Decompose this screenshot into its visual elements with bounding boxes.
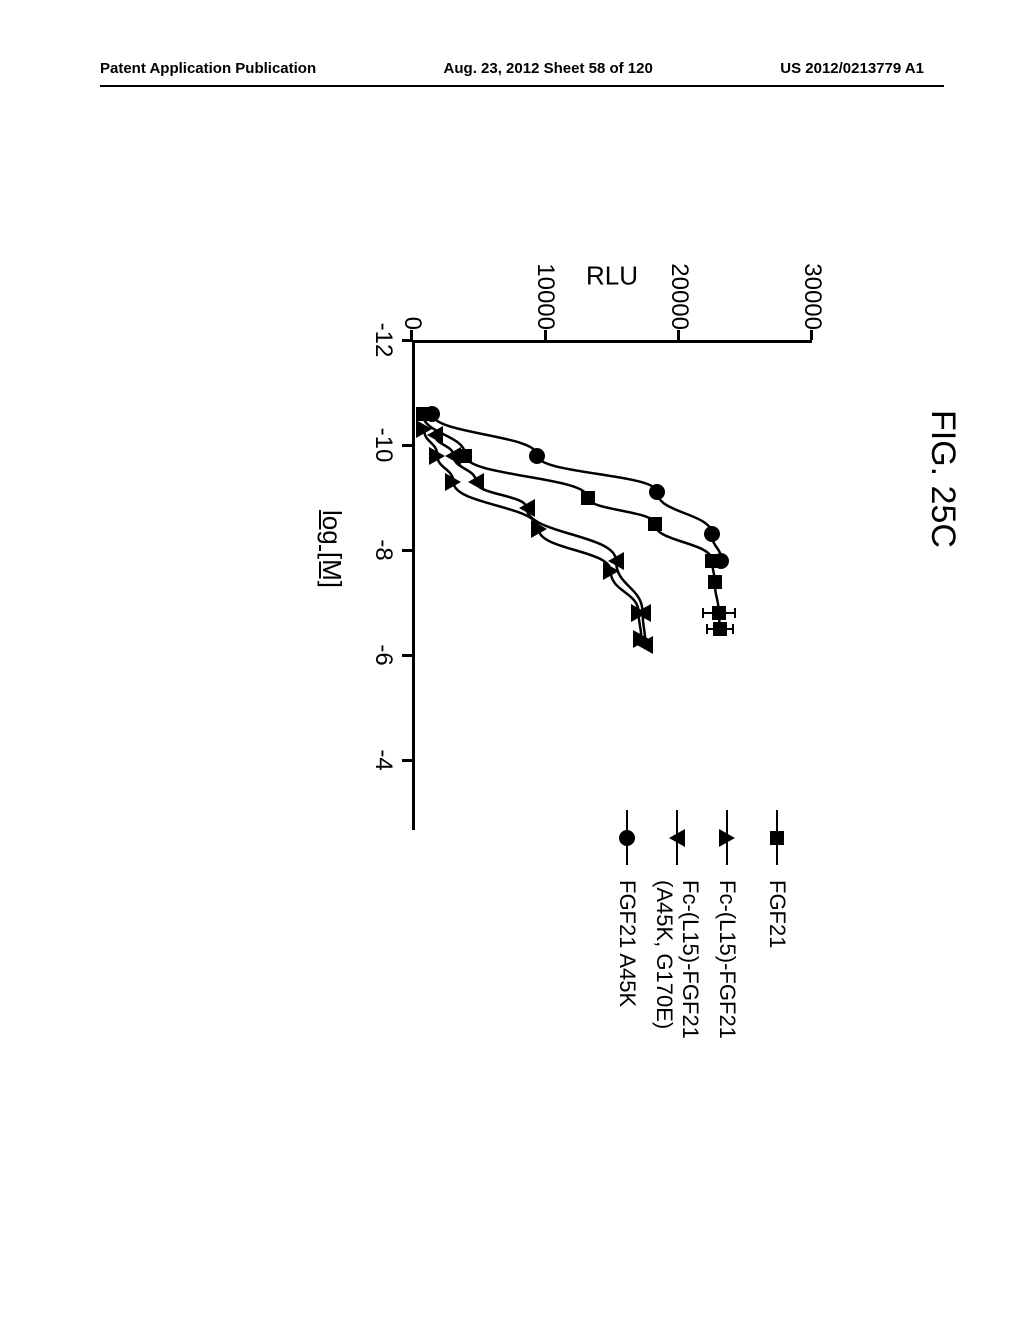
x-tick-label: -4 — [369, 749, 397, 770]
header-divider — [100, 85, 944, 87]
triangle-down-marker-icon — [669, 829, 685, 847]
y-tick-label: 10000 — [531, 263, 559, 330]
chart-curves — [412, 340, 812, 760]
y-axis-label: RLU — [586, 261, 638, 292]
data-point — [581, 491, 595, 505]
legend: FGF21 Fc-(L15)-FGF21 Fc-(L15)-FGF21 (A45… — [592, 810, 792, 1110]
error-cap — [702, 608, 704, 618]
data-point — [704, 526, 720, 542]
data-point — [648, 517, 662, 531]
legend-item-fc-l15-fgf21-a45k-g170e: Fc-(L15)-FGF21 (A45K, G170E) — [662, 810, 692, 1110]
data-point — [468, 473, 484, 491]
data-point — [427, 426, 443, 444]
legend-label: FGF21 — [764, 880, 790, 948]
y-tick-label: 30000 — [798, 263, 826, 330]
data-point — [635, 604, 651, 622]
data-point — [445, 447, 461, 465]
x-tick-label: -6 — [369, 644, 397, 665]
chart: FIG. 25C RLU log [M] 0100002000030000-12… — [162, 210, 862, 1110]
legend-item-fc-l15-fgf21: Fc-(L15)-FGF21 — [712, 810, 742, 1110]
square-marker-icon — [770, 831, 784, 845]
data-point — [708, 575, 722, 589]
x-axis-label: log [M] — [316, 510, 347, 588]
data-point — [445, 473, 461, 491]
data-point — [649, 484, 665, 500]
header-center: Aug. 23, 2012 Sheet 58 of 120 — [444, 60, 653, 77]
data-point — [519, 499, 535, 517]
error-cap — [706, 624, 708, 634]
x-tick — [402, 444, 412, 447]
y-tick-label: 20000 — [665, 263, 693, 330]
x-tick-label: -8 — [369, 539, 397, 560]
circle-marker-icon — [619, 830, 635, 846]
data-point — [712, 606, 726, 620]
x-tick — [402, 654, 412, 657]
y-tick — [544, 330, 547, 340]
data-point — [529, 448, 545, 464]
data-point — [713, 553, 729, 569]
data-point — [637, 636, 653, 654]
series-line — [423, 414, 720, 629]
x-tick — [402, 759, 412, 762]
x-tick-label: -12 — [369, 323, 397, 358]
legend-item-fgf21-a45k: FGF21 A45K — [612, 810, 642, 1110]
error-cap — [734, 608, 736, 618]
data-point — [608, 552, 624, 570]
data-point — [713, 622, 727, 636]
legend-item-fgf21: FGF21 — [762, 810, 792, 1110]
x-tick — [402, 549, 412, 552]
x-tick-label: -10 — [369, 428, 397, 463]
error-cap — [732, 624, 734, 634]
y-tick — [677, 330, 680, 340]
legend-label: Fc-(L15)-FGF21 — [714, 880, 740, 1039]
triangle-up-marker-icon — [719, 829, 735, 847]
legend-label: Fc-(L15)-FGF21 (A45K, G170E) — [651, 880, 703, 1110]
header-left: Patent Application Publication — [100, 60, 316, 77]
y-tick — [811, 330, 814, 340]
legend-label: FGF21 A45K — [614, 880, 640, 1007]
data-point — [424, 406, 440, 422]
figure-title: FIG. 25C — [923, 410, 962, 548]
data-point — [429, 447, 445, 465]
x-tick — [402, 339, 412, 342]
series-line — [435, 435, 646, 645]
plot-area: 0100002000030000-12-10-8-6-4 — [412, 340, 812, 760]
y-tick-label: 0 — [398, 317, 426, 330]
data-point — [531, 520, 547, 538]
header-right: US 2012/0213779 A1 — [780, 60, 924, 77]
